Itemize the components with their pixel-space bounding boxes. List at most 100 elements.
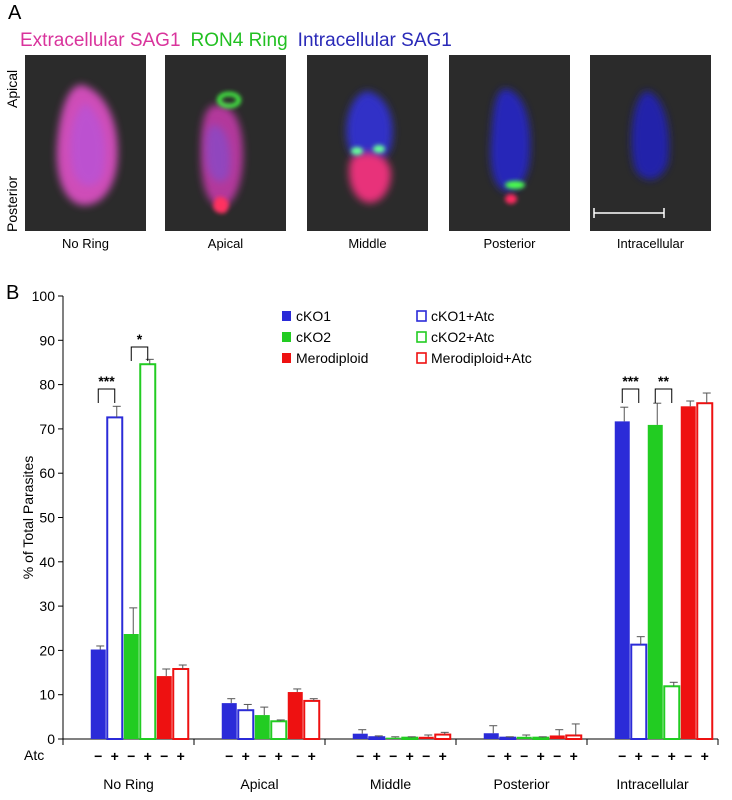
y-tick-label: 20: [39, 642, 55, 658]
bar: [647, 424, 663, 739]
atc-sign: +: [242, 748, 250, 764]
atc-sign: +: [275, 748, 283, 764]
atc-sign: +: [668, 748, 676, 764]
micrograph-apical: [165, 55, 286, 231]
legend-ron4-ring: RON4 Ring: [190, 30, 288, 51]
atc-sign: −: [160, 748, 168, 764]
significance-bracket: [130, 346, 149, 361]
micro-label-no-ring: No Ring: [62, 236, 109, 251]
significance-bracket: [654, 388, 673, 404]
atc-sign: +: [537, 748, 545, 764]
bar: [418, 736, 434, 739]
panel-a-legend: Extracellular SAG1 RON4 Ring Intracellular…: [20, 30, 452, 52]
atc-sign: +: [111, 748, 119, 764]
legend-swatch: [416, 352, 427, 364]
significance-label: ***: [622, 373, 639, 389]
bar: [303, 699, 321, 740]
bar: [287, 692, 303, 739]
y-axis-label: % of Total Parasites: [20, 456, 36, 579]
micrograph-middle: [307, 55, 428, 231]
legend-swatch: [282, 311, 291, 321]
y-tick-label: 40: [39, 554, 55, 570]
atc-sign: +: [504, 748, 512, 764]
micro-label-posterior: Posterior: [483, 236, 536, 251]
bar: [385, 737, 401, 739]
bar: [368, 736, 386, 741]
bar: [614, 421, 630, 739]
bar: [254, 715, 270, 739]
atc-sign: −: [684, 748, 692, 764]
atc-sign: −: [422, 748, 430, 764]
legend-swatch: [416, 331, 427, 343]
atc-sign: −: [356, 748, 364, 764]
bar: [156, 676, 172, 739]
legend-swatch: [282, 353, 291, 363]
legend-label: Merodiploid+Atc: [431, 350, 532, 366]
x-category-label: Intracellular: [616, 776, 689, 792]
bar: [434, 733, 452, 741]
y-tick-label: 30: [39, 598, 55, 614]
y-tick-label: 60: [39, 465, 55, 481]
atc-sign: +: [570, 748, 578, 764]
legend-label: Merodiploid: [296, 350, 368, 366]
bar: [270, 720, 288, 741]
micro-label-apical: Apical: [207, 236, 244, 251]
bar: [172, 668, 190, 740]
legend-label: cKO1: [296, 308, 331, 324]
atc-sign: −: [389, 748, 397, 764]
panel-a-letter: A: [8, 2, 22, 24]
atc-sign: +: [439, 748, 447, 764]
y-tick-label: 10: [39, 687, 55, 703]
bar: [680, 406, 696, 739]
legend-label: cKO2+Atc: [431, 329, 494, 345]
y-tick-label: 0: [47, 731, 55, 747]
atc-sign: +: [144, 748, 152, 764]
y-tick-label: 80: [39, 377, 55, 393]
bar: [221, 703, 237, 739]
bar: [106, 416, 124, 740]
legend-swatch: [416, 310, 427, 322]
atc-sign: −: [487, 748, 495, 764]
atc-sign: +: [635, 748, 643, 764]
bar: [483, 733, 499, 739]
y-tick-label: 50: [39, 510, 55, 526]
bar: [90, 649, 106, 739]
atc-sign: −: [618, 748, 626, 764]
y-tick-label: 70: [39, 421, 55, 437]
bar: [696, 402, 714, 740]
atc-sign: +: [373, 748, 381, 764]
bar: [352, 733, 368, 739]
micrograph-posterior: [449, 55, 570, 231]
legend-label: cKO2: [296, 329, 331, 345]
bar: [516, 736, 532, 739]
atc-sign: −: [553, 748, 561, 764]
atc-sign: −: [94, 748, 102, 764]
significance-label: *: [137, 331, 143, 347]
bar: [532, 736, 550, 741]
bar: [123, 634, 139, 739]
bar: [139, 363, 157, 740]
significance-bracket: [621, 388, 640, 404]
atc-sign: +: [177, 748, 185, 764]
significance-label: **: [658, 373, 669, 389]
bar: [237, 709, 255, 741]
micrograph-intracellular: [590, 55, 711, 231]
atc-sign: −: [127, 748, 135, 764]
bar: [565, 734, 583, 740]
y-tick-label: 100: [32, 288, 56, 304]
micrograph-no-ring: [25, 55, 146, 231]
atc-label: Atc: [24, 747, 44, 763]
bar: [549, 735, 565, 739]
bar: [401, 736, 419, 741]
legend-label: cKO1+Atc: [431, 308, 494, 324]
legend-swatch: [282, 332, 291, 342]
atc-sign: −: [651, 748, 659, 764]
atc-sign: +: [701, 748, 709, 764]
bar: [630, 643, 648, 740]
atc-sign: +: [308, 748, 316, 764]
x-category-label: No Ring: [103, 776, 154, 792]
atc-sign: −: [225, 748, 233, 764]
x-category-label: Middle: [370, 776, 411, 792]
significance-label: ***: [98, 373, 115, 389]
